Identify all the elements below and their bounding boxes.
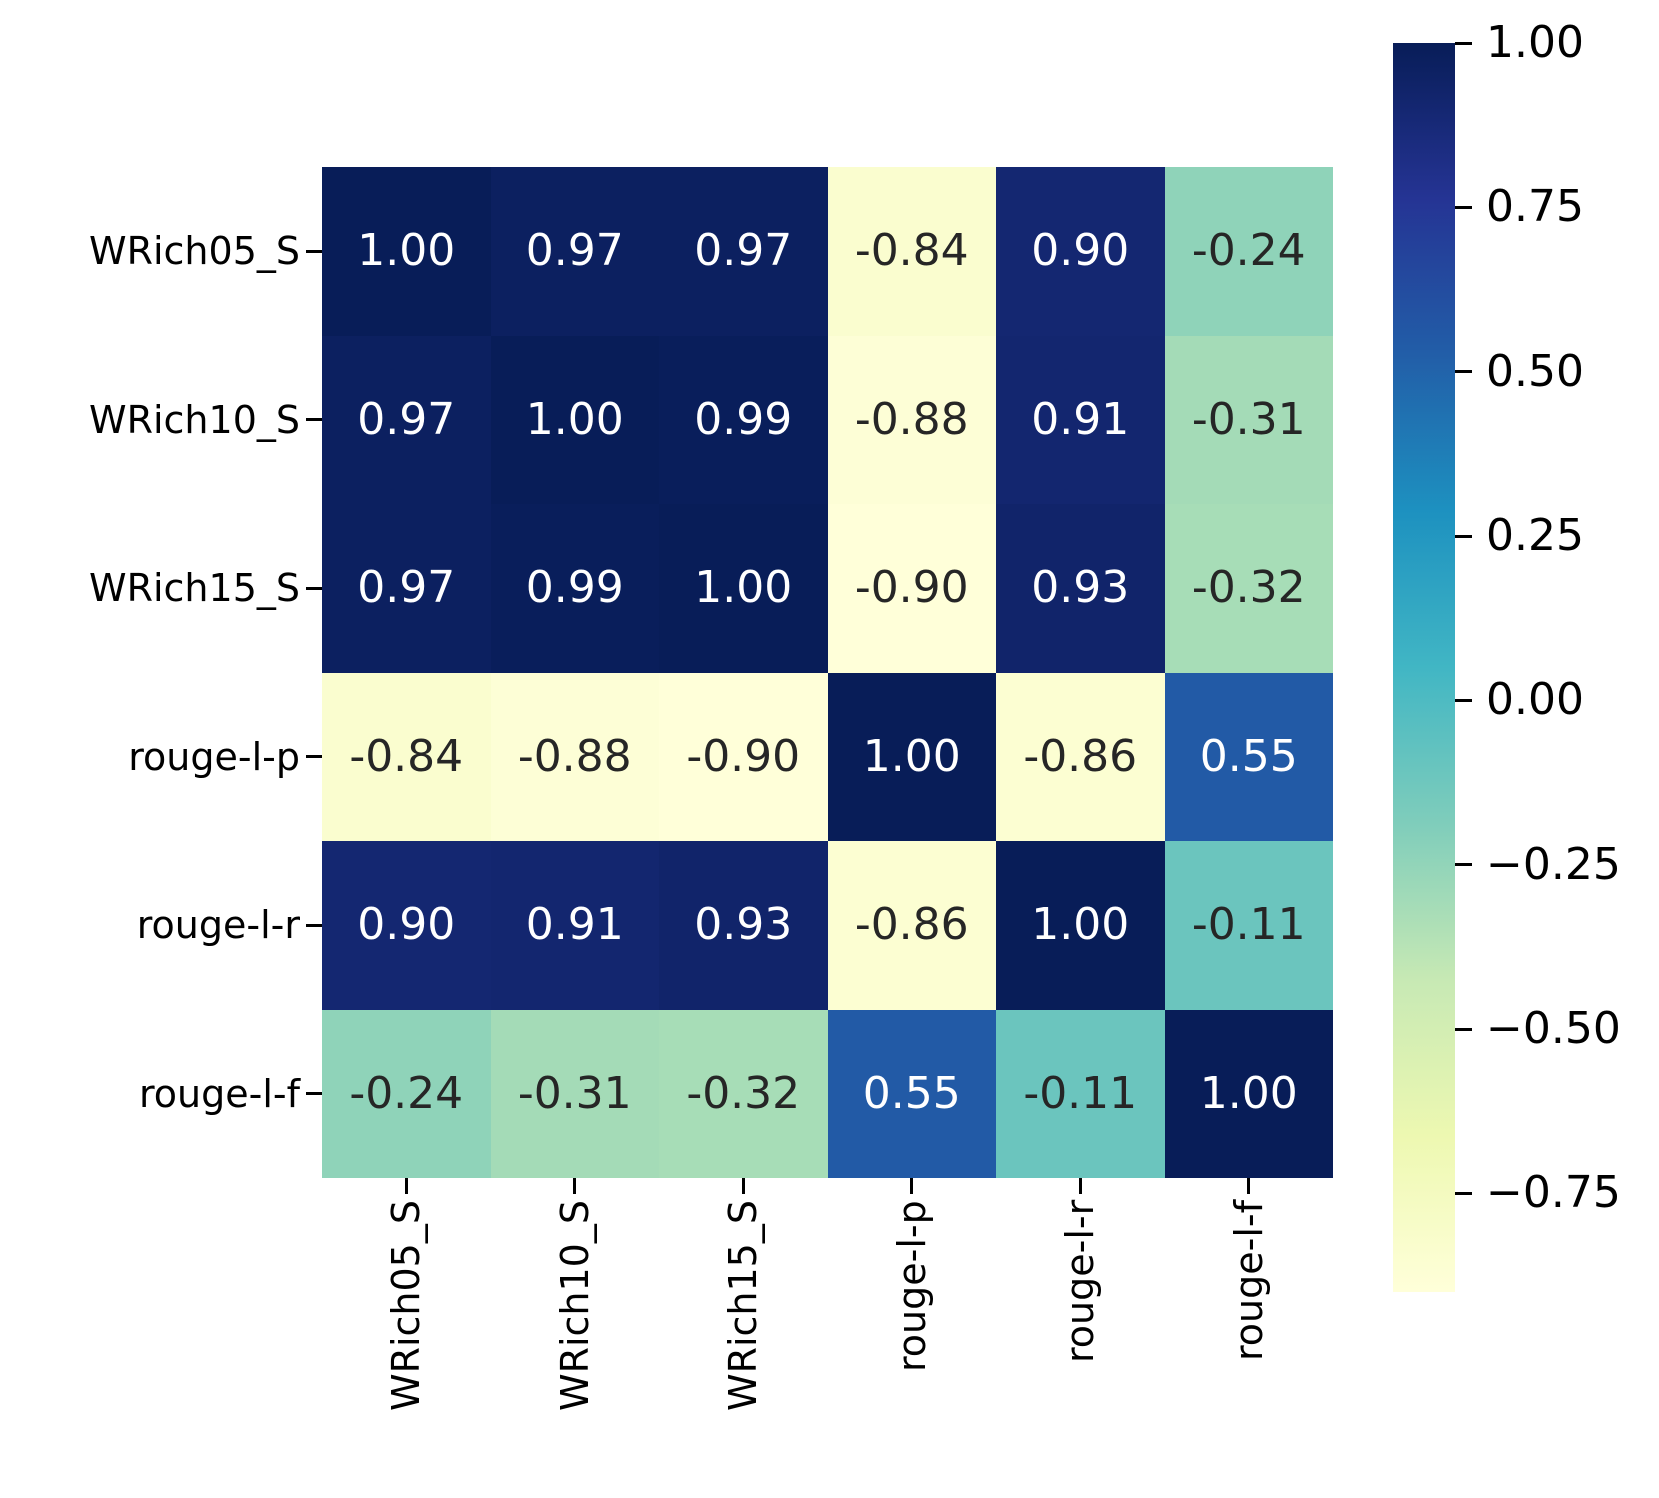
heatmap-cell-rouge-l-p-rouge-l-p: 1.00 — [827, 672, 996, 841]
colorbar-tick-label: 1.00 — [1486, 17, 1584, 68]
colorbar-tick-mark — [1455, 863, 1472, 867]
colorbar-tick-label: −0.75 — [1486, 1167, 1621, 1219]
heatmap-cell-rouge-l-f-rouge-l-r: -0.11 — [996, 1009, 1165, 1178]
x-axis-label-rouge-l-f: rouge-l-f — [1226, 1200, 1271, 1361]
heatmap-cell-rouge-l-f-WRich05_S: -0.24 — [322, 1009, 491, 1178]
y-tick-mark — [306, 923, 322, 927]
colorbar-tick-mark — [1455, 698, 1472, 702]
heatmap-cell-rouge-l-f-WRich15_S: -0.32 — [659, 1009, 828, 1178]
heatmap-cell-rouge-l-p-rouge-l-r: -0.86 — [996, 672, 1165, 841]
x-axis-label-rouge-l-p: rouge-l-p — [889, 1200, 934, 1372]
heatmap-cell-WRich15_S-WRich15_S: 1.00 — [659, 504, 828, 673]
y-axis-label-WRich15_S: WRich15_S — [89, 566, 300, 611]
x-axis-label-rouge-l-r: rouge-l-r — [1058, 1200, 1103, 1364]
y-axis-label-rouge-l-r: rouge-l-r — [136, 903, 300, 948]
heatmap-cell-rouge-l-p-WRich05_S: -0.84 — [322, 672, 491, 841]
colorbar-tick-label: −0.25 — [1486, 838, 1621, 890]
heatmap-cell-rouge-l-r-rouge-l-r: 1.00 — [996, 841, 1165, 1010]
heatmap-cell-WRich05_S-WRich10_S: 0.97 — [490, 167, 659, 336]
heatmap-cell-WRich15_S-WRich10_S: 0.99 — [490, 504, 659, 673]
heatmap-cell-WRich15_S-WRich05_S: 0.97 — [322, 504, 491, 673]
heatmap-cell-rouge-l-r-WRich05_S: 0.90 — [322, 841, 491, 1010]
y-tick-mark — [306, 418, 322, 422]
colorbar-tick-mark — [1455, 1191, 1472, 1195]
y-axis-label-WRich10_S: WRich10_S — [89, 397, 300, 442]
y-tick-mark — [306, 249, 322, 253]
heatmap-cell-rouge-l-f-rouge-l-f: 1.00 — [1164, 1009, 1333, 1178]
heatmap-cell-WRich10_S-rouge-l-p: -0.88 — [827, 335, 996, 504]
heatmap-cell-WRich05_S-WRich05_S: 1.00 — [322, 167, 491, 336]
x-axis-label-WRich15_S: WRich15_S — [721, 1200, 766, 1411]
heatmap-cell-rouge-l-p-WRich10_S: -0.88 — [490, 672, 659, 841]
y-tick-mark — [306, 755, 322, 759]
x-tick-mark — [1078, 1178, 1082, 1194]
heatmap-cell-rouge-l-p-rouge-l-f: 0.55 — [1164, 672, 1333, 841]
heatmap-cell-WRich10_S-rouge-l-r: 0.91 — [996, 335, 1165, 504]
heatmap-grid: 1.00 0.97 0.97 -0.84 0.90 -0.24 0.97 1.00 0.99 -0… — [322, 167, 1333, 1178]
heatmap-cell-WRich05_S-rouge-l-p: -0.84 — [827, 167, 996, 336]
colorbar-tick-label: 0.50 — [1486, 345, 1584, 397]
y-axis-label-WRich05_S: WRich05_S — [89, 229, 300, 274]
heatmap-cell-WRich15_S-rouge-l-f: -0.32 — [1164, 504, 1333, 673]
heatmap-cell-rouge-l-f-WRich10_S: -0.31 — [490, 1009, 659, 1178]
colorbar-tick-mark — [1455, 534, 1472, 538]
x-axis-label-WRich05_S: WRich05_S — [384, 1200, 429, 1411]
heatmap-cell-WRich10_S-WRich15_S: 0.99 — [659, 335, 828, 504]
colorbar-tick-mark — [1455, 370, 1472, 374]
heatmap-cell-rouge-l-r-rouge-l-p: -0.86 — [827, 841, 996, 1010]
y-axis-label-rouge-l-f: rouge-l-f — [139, 1071, 300, 1116]
heatmap-cell-WRich15_S-rouge-l-r: 0.93 — [996, 504, 1165, 673]
x-tick-mark — [404, 1178, 408, 1194]
colorbar-tick-mark — [1455, 41, 1472, 45]
x-tick-mark — [573, 1178, 577, 1194]
y-axis-label-rouge-l-p: rouge-l-p — [128, 734, 300, 779]
heatmap-cell-rouge-l-r-rouge-l-f: -0.11 — [1164, 841, 1333, 1010]
colorbar-tick-label: −0.50 — [1486, 1003, 1621, 1055]
x-tick-mark — [910, 1178, 914, 1194]
y-tick-mark — [306, 586, 322, 590]
heatmap-cell-WRich05_S-rouge-l-f: -0.24 — [1164, 167, 1333, 336]
heatmap-cell-WRich10_S-WRich05_S: 0.97 — [322, 335, 491, 504]
x-tick-mark — [1247, 1178, 1251, 1194]
heatmap-cell-WRich10_S-rouge-l-f: -0.31 — [1164, 335, 1333, 504]
heatmap-cell-rouge-l-r-WRich15_S: 0.93 — [659, 841, 828, 1010]
heatmap-cell-rouge-l-f-rouge-l-p: 0.55 — [827, 1009, 996, 1178]
heatmap-cell-WRich10_S-WRich10_S: 1.00 — [490, 335, 659, 504]
colorbar-tick-label: 0.00 — [1486, 674, 1584, 726]
colorbar-tick-mark — [1455, 1027, 1472, 1031]
colorbar-tick-mark — [1455, 205, 1472, 209]
heatmap-cell-WRich05_S-WRich15_S: 0.97 — [659, 167, 828, 336]
heatmap-cell-WRich05_S-rouge-l-r: 0.90 — [996, 167, 1165, 336]
heatmap-cell-rouge-l-r-WRich10_S: 0.91 — [490, 841, 659, 1010]
heatmap-cell-WRich15_S-rouge-l-p: -0.90 — [827, 504, 996, 673]
colorbar-tick-label: 0.75 — [1486, 181, 1584, 233]
x-tick-mark — [741, 1178, 745, 1194]
colorbar-gradient — [1393, 43, 1455, 1292]
y-tick-mark — [306, 1092, 322, 1096]
heatmap-cell-rouge-l-p-WRich15_S: -0.90 — [659, 672, 828, 841]
x-axis-label-WRich10_S: WRich10_S — [552, 1200, 597, 1411]
colorbar-tick-label: 0.25 — [1486, 510, 1584, 562]
